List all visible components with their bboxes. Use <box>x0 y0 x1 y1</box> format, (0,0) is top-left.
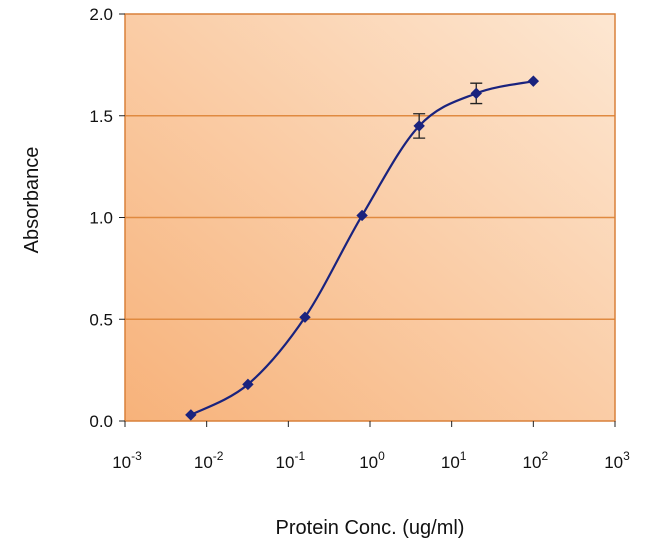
x-tick-base: 10 <box>604 453 623 472</box>
y-tick-label: 0.5 <box>89 310 113 329</box>
x-tick-exponent: 2 <box>541 449 548 463</box>
x-tick-base: 10 <box>112 453 131 472</box>
y-tick-label: 1.5 <box>89 107 113 126</box>
x-tick-base: 10 <box>359 453 378 472</box>
y-tick-label: 0.0 <box>89 412 113 431</box>
x-tick-base: 10 <box>441 453 460 472</box>
data-point <box>242 378 254 391</box>
data-point <box>299 311 311 323</box>
x-tick-label: 103 <box>604 449 630 472</box>
data-point <box>527 75 540 87</box>
x-tick-exponent: 3 <box>623 449 630 463</box>
x-tick-label: 100 <box>359 449 385 472</box>
y-axis-title: Absorbance <box>21 147 43 254</box>
y-tick-label: 2.0 <box>89 5 113 24</box>
data-point <box>356 209 368 222</box>
x-tick-label: 10-2 <box>194 449 224 472</box>
x-tick-exponent: -1 <box>294 449 305 463</box>
x-tick-exponent: 0 <box>378 449 385 463</box>
data-point <box>470 87 482 100</box>
y-tick-label: 1.0 <box>89 209 113 228</box>
data-point <box>185 409 197 421</box>
x-tick-label: 10-1 <box>276 449 306 472</box>
x-tick-base: 10 <box>276 453 295 472</box>
gridlines <box>125 115 615 320</box>
x-tick-label: 102 <box>523 449 549 472</box>
data-point <box>413 120 425 132</box>
x-tick-label: 10-3 <box>112 449 142 472</box>
x-tick-exponent: -2 <box>213 449 224 463</box>
x-tick-base: 10 <box>194 453 213 472</box>
x-tick-label: 101 <box>441 449 467 472</box>
x-axis-title: Protein Conc. (ug/ml) <box>276 517 465 539</box>
x-tick-base: 10 <box>523 453 542 472</box>
x-tick-exponent: -3 <box>131 449 142 463</box>
data-series <box>185 75 540 421</box>
x-tick-exponent: 1 <box>460 449 467 463</box>
axis-ticks: 0.00.51.01.52.010-3 10-2 10-1 100 101 102 103 <box>89 5 630 472</box>
